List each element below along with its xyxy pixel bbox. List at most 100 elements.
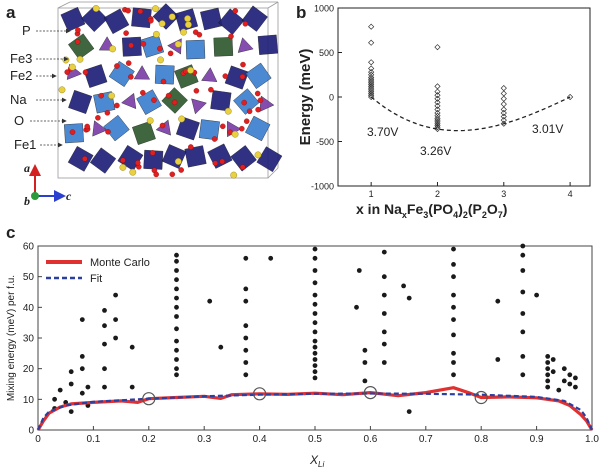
oxygen-atom xyxy=(257,97,264,104)
sodium-atom xyxy=(157,56,164,64)
mixing-energy-point xyxy=(174,286,179,292)
sodium-atom xyxy=(254,151,262,159)
mixing-energy-point xyxy=(381,292,387,298)
mixing-energy-point xyxy=(362,347,368,353)
fe1-octahedron xyxy=(68,89,93,114)
mixing-energy-point xyxy=(545,372,551,378)
mixing-energy-point xyxy=(174,347,179,353)
oxygen-atom xyxy=(159,122,166,129)
sodium-atom xyxy=(224,107,232,115)
sodium-atom xyxy=(231,130,239,138)
ytick-label: 10 xyxy=(23,395,35,406)
mixing-energy-point xyxy=(312,350,318,356)
oxygen-atom xyxy=(135,160,141,166)
mixing-energy-point xyxy=(243,360,249,365)
convex-hull-dashed-line xyxy=(370,96,571,132)
energy-point xyxy=(434,88,441,95)
oxygen-atom xyxy=(82,156,88,162)
fe1-octahedron xyxy=(67,146,94,172)
fe3-octahedron xyxy=(174,64,199,89)
oxygen-atom xyxy=(242,21,249,27)
oxygen-atom xyxy=(125,60,132,66)
oxygen-atom xyxy=(193,88,200,94)
mixing-energy-point xyxy=(354,304,359,310)
fe1-octahedron xyxy=(256,146,283,173)
mixing-energy-point xyxy=(243,286,249,292)
ground-state-circle xyxy=(363,386,377,400)
mixing-energy-point xyxy=(174,366,179,372)
panel-b-plot-frame xyxy=(337,7,591,187)
energy-point xyxy=(500,106,507,113)
mixing-energy-point xyxy=(174,252,179,258)
mixing-energy-point xyxy=(545,384,551,390)
mixing-energy-point xyxy=(495,298,501,304)
oxygen-atom xyxy=(167,50,174,57)
fe1-octahedron xyxy=(83,64,108,88)
mixing-energy-point xyxy=(174,258,179,264)
mixing-energy-point xyxy=(243,335,249,341)
ytick-label: 0 xyxy=(329,93,334,103)
oxygen-atom xyxy=(114,102,120,109)
fe3-octahedron xyxy=(213,36,234,57)
xtick-label: 0.2 xyxy=(142,434,156,445)
oxygen-atom xyxy=(228,33,234,40)
mixing-energy-point xyxy=(561,378,567,384)
ytick-label: 50 xyxy=(23,272,35,283)
mixing-energy-point xyxy=(545,366,551,372)
energy-point xyxy=(434,95,441,102)
mixing-energy-point xyxy=(207,298,213,304)
ytick-label: -1000 xyxy=(311,182,334,192)
ytick-label: 30 xyxy=(23,334,35,345)
mixing-energy-point xyxy=(520,243,526,249)
oxygen-atom xyxy=(246,108,253,115)
panel-c-circled-points xyxy=(142,386,488,406)
p-tetrahedron xyxy=(133,65,151,80)
panel-b-xlabel: x in NaxFe3(PO4)2(P2O7) xyxy=(356,201,507,220)
mixing-energy-point xyxy=(520,252,526,258)
energy-point xyxy=(434,92,441,99)
sodium-atom xyxy=(92,5,100,12)
oxygen-atom xyxy=(128,74,134,80)
oxygen-atom xyxy=(140,41,147,47)
axis-a-label: a xyxy=(24,161,30,175)
mixing-energy-point xyxy=(567,372,573,378)
mixing-energy-point xyxy=(381,249,387,255)
oxygen-atom xyxy=(104,110,111,116)
mixing-energy-point xyxy=(174,314,179,319)
fe1-octahedron xyxy=(230,145,257,172)
voltage-label-3-01: 3.01V xyxy=(532,122,563,136)
oxygen-atom xyxy=(222,73,229,79)
mixing-energy-point xyxy=(312,301,318,307)
p-tetrahedron xyxy=(259,95,275,112)
mixing-energy-point xyxy=(381,274,387,280)
mixing-energy-point xyxy=(113,335,118,341)
legend-label-O: O xyxy=(14,113,24,128)
mixing-energy-point xyxy=(406,295,412,301)
energy-point xyxy=(368,93,375,101)
mixing-energy-point xyxy=(312,268,318,273)
panel-c-mixing-energy-chart: c Mixing energy (meV) per f.u. 0 10 20 30 40… xyxy=(6,223,599,469)
panel-b-ylabel: Energy (meV) xyxy=(297,49,314,146)
oxygen-atom xyxy=(243,118,250,124)
panel-c-yticks: 0 10 20 30 40 50 60 xyxy=(23,242,42,437)
ground-state-circle xyxy=(142,392,156,406)
energy-point xyxy=(368,85,375,92)
energy-point xyxy=(434,83,441,90)
legend-label-Fe2: Fe2 xyxy=(10,68,32,83)
energy-point xyxy=(368,83,375,90)
p-tetrahedron xyxy=(201,67,218,82)
oxygen-atom xyxy=(160,78,167,85)
atoms-layer xyxy=(58,5,264,179)
fe2-octahedron xyxy=(154,64,175,85)
oxygen-atom xyxy=(239,73,246,80)
xtick-label: 0.8 xyxy=(474,434,488,445)
mixing-energy-point xyxy=(174,326,179,332)
mixing-energy-point xyxy=(79,354,85,359)
oxygen-atom xyxy=(220,123,226,130)
oxygen-atom xyxy=(140,89,146,96)
unit-cell-edge xyxy=(267,1,279,9)
fe2-octahedron xyxy=(185,39,206,60)
fe1-octahedron xyxy=(89,147,117,174)
mixing-energy-point xyxy=(451,262,456,267)
fe1-octahedron xyxy=(60,6,86,32)
